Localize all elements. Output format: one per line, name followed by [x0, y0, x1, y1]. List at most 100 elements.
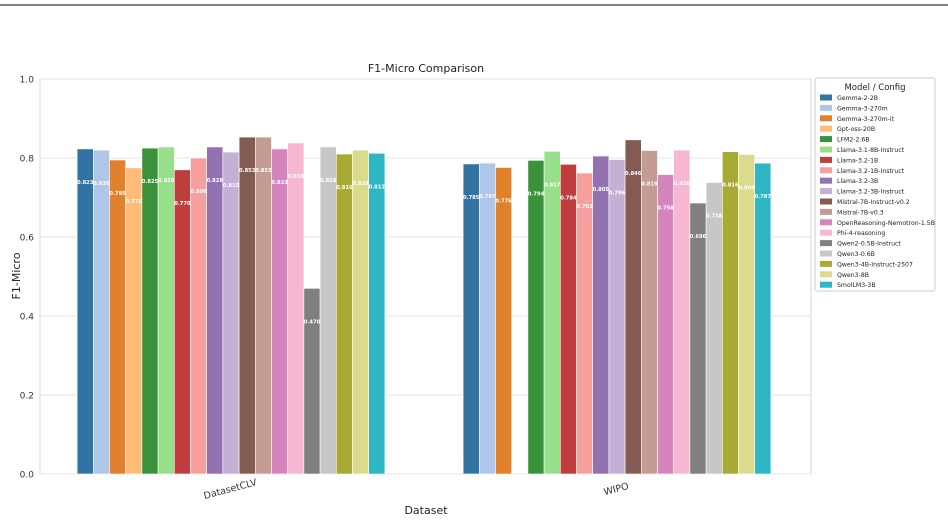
legend-frame: [814, 77, 936, 292]
bar: [721, 151, 739, 475]
bar-value-label: 0.805: [593, 187, 610, 193]
bar-value-label: 0.815: [223, 183, 240, 189]
legend-entry-label: Llama-3.2-3B-Instruct: [837, 189, 905, 196]
bars-layer: 0.823 0.785 0.820 0.787 0.795 0.776 0.775 0.825…: [76, 136, 772, 475]
legend: Model / Config Gemma-2-2BGemma-3-270mGem…: [814, 77, 936, 292]
bar: [287, 142, 305, 475]
legend-swatch: [820, 177, 832, 184]
legend-swatch: [820, 156, 832, 163]
bar-value-label: 0.758: [657, 206, 674, 212]
y-axis-label: F1-Micro: [10, 252, 23, 299]
bar-value-label: 0.819: [641, 181, 658, 187]
y-tick-label: 1.0: [20, 76, 35, 86]
legend-swatch: [820, 146, 832, 153]
bar-value-label: 0.828: [320, 178, 337, 184]
legend-entry-label: Qwen3-4B-Instruct-2507: [837, 261, 913, 268]
bar: [559, 164, 577, 475]
legend-swatch: [820, 240, 832, 247]
legend-swatch: [820, 250, 832, 257]
legend-entry-label: OpenReasoning-Nemotron-1.5B: [837, 220, 935, 227]
legend-swatch: [820, 94, 832, 101]
x-axis-label: Dataset: [404, 504, 448, 517]
bar: [527, 160, 545, 475]
legend-entry-label: Phi-4-reasoning: [837, 230, 885, 237]
y-tick-label: 0.0: [20, 471, 35, 481]
bar: [303, 288, 321, 475]
bar: [174, 169, 191, 475]
bar: [592, 155, 610, 475]
bar-value-label: 0.825: [142, 179, 159, 185]
bar: [754, 162, 772, 475]
legend-swatch: [820, 136, 832, 143]
legend-swatch: [820, 229, 832, 236]
bar-value-label: 0.795: [109, 191, 126, 197]
bar-value-label: 0.823: [271, 180, 288, 186]
bar-value-label: 0.738: [706, 213, 723, 219]
legend-swatch: [820, 188, 832, 195]
bar-value-label: 0.823: [77, 180, 94, 186]
bar-value-label: 0.810: [336, 185, 353, 191]
bar-value-label: 0.846: [625, 171, 642, 177]
bar-value-label: 0.816: [722, 183, 739, 189]
bar: [222, 151, 240, 475]
bar: [705, 182, 723, 475]
legend-swatch: [820, 125, 832, 132]
bar: [76, 148, 94, 475]
legend-entry-label: Gpt-oss-20B: [837, 126, 875, 133]
bar: [93, 149, 110, 475]
bar-value-label: 0.853: [239, 168, 256, 174]
bar-value-label: 0.787: [755, 194, 772, 200]
bar: [238, 136, 256, 475]
legend-entry-label: Llama-3.1-8B-Instruct: [837, 147, 905, 154]
bar-value-label: 0.796: [609, 191, 626, 197]
bar-value-label: 0.828: [207, 178, 224, 184]
bar-value-label: 0.762: [576, 204, 593, 210]
y-tick-label: 0.8: [20, 155, 35, 165]
bar: [141, 147, 159, 475]
bar: [608, 159, 626, 475]
bar-value-label: 0.817: [544, 182, 561, 188]
legend-swatch: [820, 260, 832, 267]
y-tick-label: 0.4: [20, 313, 35, 323]
bar: [335, 153, 353, 475]
bar-value-label: 0.686: [690, 234, 707, 240]
bar-value-label: 0.776: [495, 198, 512, 204]
bar: [157, 146, 175, 475]
bar-value-label: 0.809: [738, 185, 755, 191]
bar: [206, 146, 224, 475]
bar-value-label: 0.794: [528, 191, 545, 197]
legend-swatch: [820, 281, 832, 288]
bar-value-label: 0.820: [674, 181, 691, 187]
legend-entry-label: Mistral-7B-Instruct-v0.2: [837, 199, 910, 206]
legend-entry-label: Gemma-3-270m: [837, 105, 888, 112]
legend-entry-label: Qwen2-0.5B-Instruct: [837, 241, 901, 248]
bar-value-label: 0.812: [369, 184, 386, 190]
chart-title: F1-Micro Comparison: [368, 62, 484, 75]
legend-swatch: [820, 208, 832, 215]
legend-entry-label: Mistral-7B-v0.3: [837, 209, 884, 216]
legend-entry-label: Gemma-3-270m-it: [837, 116, 895, 123]
bar: [640, 150, 658, 475]
legend-swatch: [820, 219, 832, 226]
legend-entry-label: Gemma-2-2B: [837, 95, 878, 102]
bar: [624, 139, 642, 475]
y-tick-label: 0.2: [20, 392, 34, 402]
legend-items: Gemma-2-2B Gemma-3-270m Gemma-3-270m-it Gpt…: [820, 94, 935, 289]
bar: [462, 163, 480, 475]
legend-swatch: [820, 104, 832, 111]
legend-entry-label: Qwen3-0.6B: [837, 251, 875, 258]
x-tick-label: DatasetCLV: [203, 477, 259, 502]
bar: [738, 154, 756, 475]
bar: [689, 202, 707, 475]
bar-value-label: 0.787: [479, 194, 496, 200]
bar: [657, 174, 675, 475]
bar: [478, 162, 496, 475]
bar-value-label: 0.784: [560, 195, 577, 201]
legend-entry-label: SmolLM3-3B: [837, 282, 876, 289]
legend-entry-label: Llama-3.2-1B-Instruct: [837, 168, 905, 175]
bar: [576, 172, 594, 475]
bar-value-label: 0.785: [463, 195, 480, 201]
bar-value-label: 0.470: [304, 319, 321, 325]
x-tick-label: WIPO: [603, 481, 630, 498]
